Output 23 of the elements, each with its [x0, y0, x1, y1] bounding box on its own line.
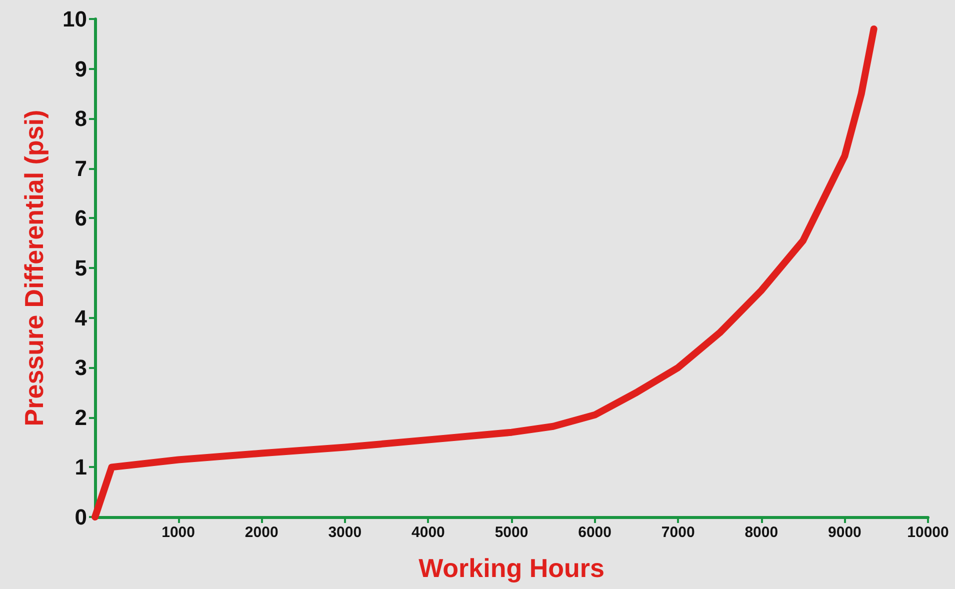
y-tick-label: 8 — [74, 106, 87, 132]
x-tick-label: 1000 — [162, 524, 195, 541]
y-tick-label: 10 — [62, 6, 87, 32]
y-tick-label: 1 — [74, 454, 87, 480]
x-tick-label: 3000 — [328, 524, 362, 541]
x-tick-label: 8000 — [744, 524, 778, 541]
x-tick-label: 9000 — [828, 524, 862, 541]
y-tick-label: 2 — [74, 404, 87, 430]
y-tick-label: 0 — [74, 504, 87, 530]
y-tick-label: 6 — [74, 206, 87, 231]
x-tick-label: 7000 — [661, 524, 695, 541]
y-tick-label: 5 — [74, 256, 87, 280]
x-tick-label: 6000 — [578, 524, 612, 541]
y-tick-label: 9 — [74, 56, 87, 82]
y-tick-label: 4 — [74, 305, 88, 330]
x-tick-label: 4000 — [412, 524, 445, 541]
x-axis-title: Working Hours — [418, 553, 604, 583]
x-tick-label: 2000 — [244, 524, 278, 541]
y-tick-label: 3 — [74, 355, 87, 380]
x-tick-label: 5000 — [494, 524, 528, 541]
y-axis-title: Pressure Differential (psi) — [19, 110, 49, 426]
y-tick-label: 7 — [74, 156, 87, 181]
x-tick-label: 10000 — [907, 524, 949, 541]
